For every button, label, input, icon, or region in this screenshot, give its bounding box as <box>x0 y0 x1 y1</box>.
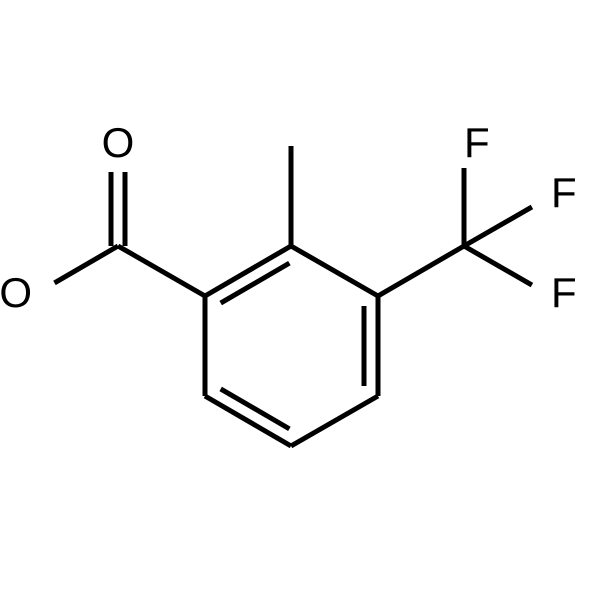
atom-label-f: F <box>464 119 490 166</box>
atom-label-f: F <box>551 169 577 216</box>
bond <box>291 396 378 446</box>
molecule-diagram: O HO F F F <box>0 0 600 600</box>
atom-label-ho: HO <box>0 269 32 316</box>
atom-label-o: O <box>102 119 135 166</box>
bond <box>378 246 464 296</box>
bond <box>464 207 532 246</box>
bond <box>464 246 532 285</box>
bond <box>54 246 118 283</box>
atom-label-f: F <box>551 269 577 316</box>
bond <box>291 246 378 296</box>
bond <box>118 246 205 296</box>
